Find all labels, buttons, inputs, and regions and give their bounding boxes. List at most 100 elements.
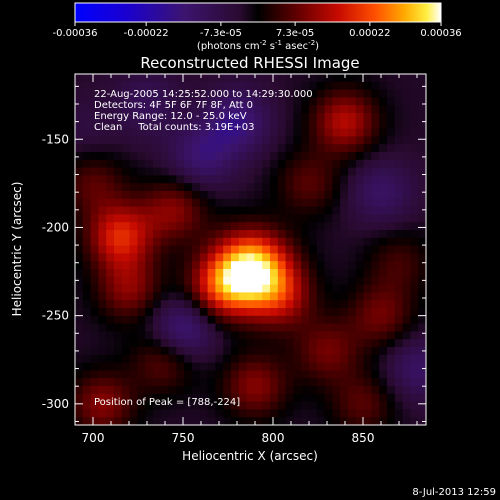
heatmap-cell xyxy=(324,97,333,106)
heatmap-cell xyxy=(184,409,193,418)
heatmap-cell xyxy=(192,198,201,208)
heatmap-cell xyxy=(340,300,349,309)
heatmap-cell xyxy=(98,386,107,395)
heatmap-cell xyxy=(309,167,318,176)
heatmap-cell xyxy=(137,214,146,223)
heatmap-cell xyxy=(90,144,99,153)
heatmap-cell xyxy=(129,292,138,301)
heatmap-cell xyxy=(348,253,357,262)
heatmap-cell xyxy=(199,401,209,410)
heatmap-cell xyxy=(75,183,84,192)
heatmap-cell xyxy=(192,393,201,403)
heatmap-cell xyxy=(387,409,396,418)
heatmap-cell xyxy=(371,120,380,130)
heatmap-cell xyxy=(309,284,318,293)
heatmap-cell xyxy=(114,105,123,114)
heatmap-cell xyxy=(379,214,388,223)
heatmap-cell xyxy=(254,191,263,200)
heatmap-cell xyxy=(207,230,216,239)
heatmap-cell xyxy=(293,167,302,176)
heatmap-cell xyxy=(301,331,310,340)
heatmap-cell xyxy=(184,183,193,192)
heatmap-cell xyxy=(262,323,271,332)
heatmap-cell xyxy=(418,315,426,325)
heatmap-cell xyxy=(332,206,341,215)
heatmap-cell xyxy=(176,409,185,418)
heatmap-cell xyxy=(223,144,232,153)
heatmap-cell xyxy=(410,167,419,176)
heatmap-cell xyxy=(168,144,177,153)
heatmap-cell xyxy=(285,354,294,364)
heatmap-cell xyxy=(176,152,185,161)
heatmap-cell xyxy=(106,159,115,169)
heatmap-cell xyxy=(410,113,419,122)
heatmap-cell xyxy=(254,74,263,83)
heatmap-cell xyxy=(184,292,193,301)
heatmap-cell xyxy=(270,198,279,208)
heatmap-cell xyxy=(199,105,209,114)
heatmap-cell xyxy=(238,315,248,325)
heatmap-cell xyxy=(387,339,396,348)
heatmap-cell xyxy=(309,89,318,98)
heatmap-cell xyxy=(90,206,99,215)
heatmap-cell xyxy=(168,237,177,247)
heatmap-cell xyxy=(192,409,201,418)
heatmap-cell xyxy=(277,74,287,83)
heatmap-cell xyxy=(168,214,177,223)
heatmap-cell xyxy=(238,74,248,83)
heatmap-cell xyxy=(324,222,333,231)
heatmap-cell xyxy=(223,323,232,332)
heatmap-cell xyxy=(379,292,388,301)
heatmap-cell xyxy=(215,378,224,387)
heatmap-cell xyxy=(246,269,255,278)
heatmap-cell xyxy=(231,89,240,98)
heatmap-cell xyxy=(363,152,372,161)
heatmap-cell xyxy=(215,393,224,403)
heatmap-cell xyxy=(176,370,185,379)
heatmap-cell xyxy=(402,245,411,254)
heatmap-cell xyxy=(168,97,177,106)
heatmap-cell xyxy=(270,152,279,161)
heatmap-cell xyxy=(176,347,185,356)
heatmap-cell xyxy=(129,300,138,309)
heatmap-cell xyxy=(184,237,193,247)
heatmap-cell xyxy=(363,253,372,262)
heatmap-cell xyxy=(387,347,396,356)
heatmap-cell xyxy=(223,393,232,403)
heatmap-cell xyxy=(371,222,380,231)
heatmap-cell xyxy=(316,284,326,293)
heatmap-cell xyxy=(387,261,396,270)
heatmap-cell xyxy=(192,370,201,379)
heatmap-cell xyxy=(324,167,333,176)
heatmap-cell xyxy=(207,167,216,176)
heatmap-cell xyxy=(309,144,318,153)
heatmap-cell xyxy=(355,393,365,403)
heatmap-cell xyxy=(82,175,92,184)
heatmap-cell xyxy=(98,292,107,301)
heatmap-cell xyxy=(277,222,287,231)
heatmap-cell xyxy=(254,261,263,270)
heatmap-cell xyxy=(114,198,123,208)
heatmap-cell xyxy=(153,81,162,91)
heatmap-cell xyxy=(379,230,388,239)
heatmap-cell xyxy=(324,245,333,254)
heatmap-cell xyxy=(355,175,365,184)
heatmap-cell xyxy=(106,120,115,130)
heatmap-cell xyxy=(145,97,154,106)
heatmap-cell xyxy=(402,175,411,184)
heatmap-cell xyxy=(387,198,396,208)
heatmap-cell xyxy=(340,175,349,184)
heatmap-cell xyxy=(238,198,248,208)
heatmap-cell xyxy=(82,89,92,98)
heatmap-cell xyxy=(160,191,170,200)
heatmap-cell xyxy=(184,74,193,83)
heatmap-cell xyxy=(363,191,372,200)
heatmap-cell xyxy=(332,339,341,348)
heatmap-cell xyxy=(168,245,177,254)
heatmap-cell xyxy=(98,339,107,348)
heatmap-cell xyxy=(316,136,326,145)
heatmap-cell xyxy=(215,222,224,231)
heatmap-cell xyxy=(270,81,279,91)
heatmap-cell xyxy=(277,206,287,215)
heatmap-cell xyxy=(324,362,333,371)
